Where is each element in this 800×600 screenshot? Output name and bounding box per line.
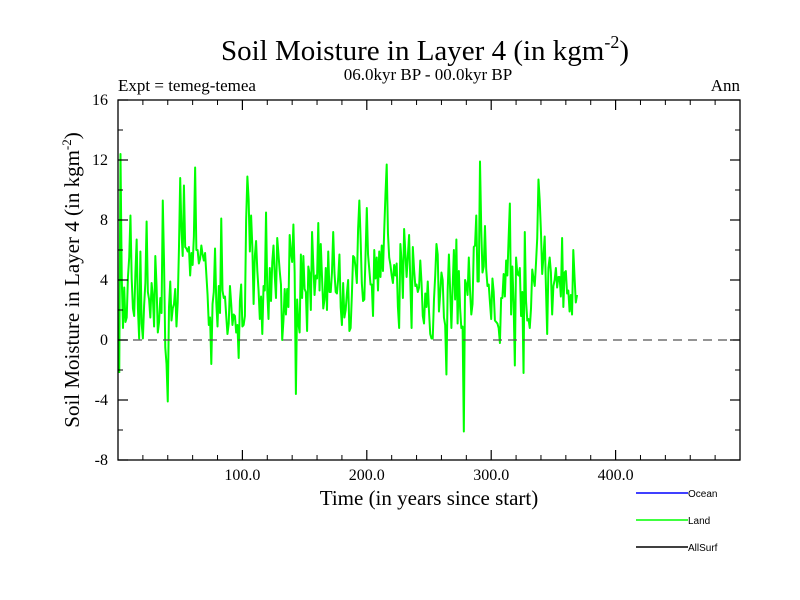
y-tick-label: -4: [95, 392, 108, 409]
x-tick-label: 300.0: [473, 467, 509, 484]
x-axis-label: Time (in years since start): [320, 486, 539, 510]
x-tick-label: 400.0: [598, 467, 634, 484]
y-tick-label: 12: [92, 152, 108, 169]
chart-title: Soil Moisture in Layer 4 (in kgm-2): [221, 32, 629, 67]
y-tick-label: 8: [100, 212, 108, 229]
legend: Ocean Land AllSurf: [636, 489, 718, 554]
x-tick-label: 200.0: [349, 467, 385, 484]
experiment-label: Expt = temeg-temea: [118, 76, 256, 95]
season-label: Ann: [711, 76, 741, 95]
y-tick-label: -8: [95, 452, 108, 469]
y-tick-label: 16: [92, 92, 108, 109]
y-tick-label: 4: [100, 272, 108, 289]
chart-subtitle: 06.0kyr BP - 00.0kyr BP: [344, 65, 512, 84]
series-line-land: [118, 153, 579, 433]
ticks-layer: 100.0 200.0 300.0 400.0 -8 -4 0 4 8 12 16: [92, 92, 740, 484]
y-tick-label: 0: [100, 332, 108, 349]
legend-label-land: Land: [688, 516, 710, 527]
x-tick-label: 100.0: [224, 467, 260, 484]
series-layer: [118, 153, 579, 433]
plot-frame: [117, 99, 741, 461]
legend-label-allsurf: AllSurf: [688, 543, 718, 554]
y-axis-label: Soil Moisture in Layer 4 (in kgm-2): [59, 132, 84, 427]
legend-label-ocean: Ocean: [688, 489, 717, 500]
